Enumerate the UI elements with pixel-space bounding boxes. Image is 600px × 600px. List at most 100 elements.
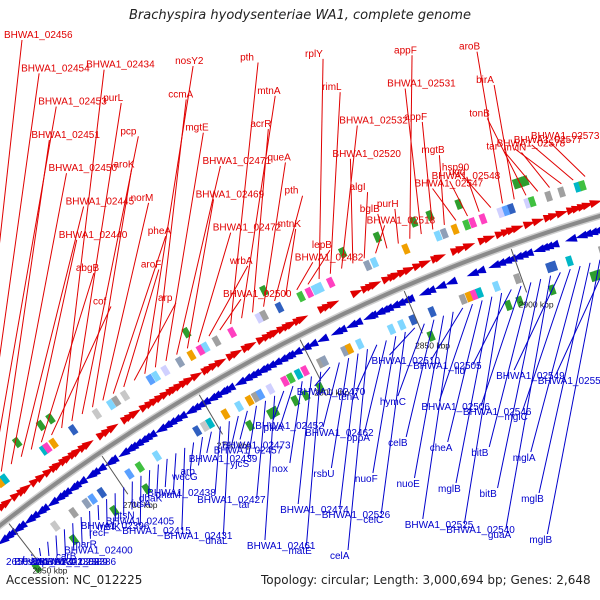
reverse-leader-line <box>488 282 532 448</box>
forward-gene-arrow <box>326 300 340 310</box>
reverse-gene-label: BHWA1_02452 <box>255 421 324 432</box>
reverse-leader-line <box>80 517 83 545</box>
feature-block <box>186 349 197 362</box>
reverse-gene-label: tenA <box>338 392 359 403</box>
forward-gene-label: abgB <box>76 263 100 274</box>
forward-leader-line <box>363 192 369 259</box>
forward-gene-label: BHWA1_02456 <box>4 30 73 41</box>
forward-leader-line <box>10 173 67 465</box>
forward-gene-arrow <box>214 358 227 368</box>
feature-block <box>362 259 373 272</box>
feature-block <box>174 356 186 368</box>
reverse-leader-line <box>264 395 276 541</box>
reverse-leader-line <box>239 410 248 440</box>
forward-gene-label: mgtB <box>421 145 445 156</box>
reverse-gene-arrow <box>290 346 304 356</box>
forward-leader-line <box>421 121 434 230</box>
forward-leader-line <box>123 269 160 388</box>
feature-block <box>474 287 485 299</box>
forward-gene-arrow <box>128 409 141 420</box>
feature-mark <box>503 299 514 312</box>
forward-leader-line <box>432 188 457 221</box>
forward-leader-line <box>521 152 550 188</box>
reverse-leader-line <box>322 362 340 428</box>
tick-label: 2850 kbp <box>415 340 450 350</box>
forward-gene-label: aroF <box>141 260 162 271</box>
reverse-gene-label: metK <box>97 522 121 533</box>
reverse-gene-arrow <box>499 256 513 264</box>
forward-gene-label: aroB <box>459 42 480 53</box>
reverse-leader-line <box>272 390 285 420</box>
reverse-gene-label: BHWA1_02540 <box>446 525 515 536</box>
feature-block <box>220 408 231 420</box>
reverse-gene-arrow <box>145 429 158 440</box>
feature-block <box>110 395 122 408</box>
reverse-leader-line <box>189 442 195 471</box>
forward-gene-label: tar <box>486 142 498 153</box>
forward-leader-line <box>30 239 78 450</box>
feature-block <box>565 255 574 267</box>
forward-gene-arrow <box>81 440 94 451</box>
forward-gene-arrow <box>462 243 476 252</box>
feature-block <box>134 461 146 473</box>
feature-block <box>464 291 474 303</box>
forward-gene-label: BHWA1_02532 <box>339 116 408 127</box>
reverse-gene-label: BHWA1_02473 <box>222 441 291 452</box>
forward-leader-line <box>176 165 221 355</box>
reverse-gene-arrow <box>488 260 501 269</box>
forward-gene-label: nosY2 <box>175 56 204 67</box>
forward-leader-line <box>144 66 194 374</box>
forward-leader-line <box>20 206 85 457</box>
forward-leader-line <box>0 39 23 244</box>
reverse-gene-arrow <box>445 276 458 285</box>
forward-gene-arrow <box>0 498 13 509</box>
forward-leader-line <box>493 84 515 200</box>
feature-block <box>87 493 99 505</box>
reverse-leader-line <box>30 554 33 557</box>
forward-gene-arrow <box>511 225 524 234</box>
reverse-gene-label: BHWA1_02427 <box>197 495 266 506</box>
feature-block <box>200 341 211 354</box>
forward-leader-line <box>449 180 468 217</box>
feature-block <box>386 323 397 336</box>
reverse-gene-label: mglA <box>513 453 536 464</box>
forward-leader-line <box>459 172 492 208</box>
feature-block <box>527 196 537 208</box>
feature-block <box>523 197 533 209</box>
forward-gene-arrow <box>402 266 416 276</box>
forward-leader-line <box>409 55 413 239</box>
forward-gene-label: pth <box>285 186 299 197</box>
feature-mark <box>259 284 269 297</box>
reverse-gene-label: BHWA1_02389 <box>39 557 108 568</box>
forward-leader-line <box>394 208 399 244</box>
reverse-leader-line <box>405 319 435 438</box>
feature-block <box>259 309 270 322</box>
feature-block <box>325 276 336 289</box>
forward-gene-label: BHWA1_02445 <box>66 197 135 208</box>
forward-leader-line <box>296 262 314 291</box>
reverse-gene-label: mglC <box>504 412 527 423</box>
feature-block <box>81 497 93 510</box>
reverse-leader-line <box>355 344 378 392</box>
reverse-leader-line <box>72 523 75 551</box>
reverse-leader-line <box>530 265 581 453</box>
feature-block <box>304 286 315 299</box>
reverse-leader-line <box>214 426 221 495</box>
reverse-gene-label: rsbU <box>313 469 334 480</box>
feature-block <box>462 219 472 231</box>
forward-gene-arrow <box>368 281 382 290</box>
forward-leader-line <box>0 73 40 358</box>
forward-leader-line <box>186 199 215 349</box>
forward-leader-line <box>349 158 354 264</box>
forward-gene-label: mviN <box>504 142 527 153</box>
forward-gene-label: pcp <box>120 126 137 137</box>
reverse-gene-label: yjcS <box>230 459 249 470</box>
forward-gene-arrow <box>589 200 600 208</box>
forward-gene-label: BHWA1_02454 <box>21 63 90 74</box>
forward-gene-label: cof <box>93 296 107 307</box>
feature-block <box>397 319 407 331</box>
forward-gene-label: bglB <box>360 204 380 215</box>
forward-gene-label: rplY <box>305 49 323 60</box>
forward-leader-line <box>504 151 539 192</box>
